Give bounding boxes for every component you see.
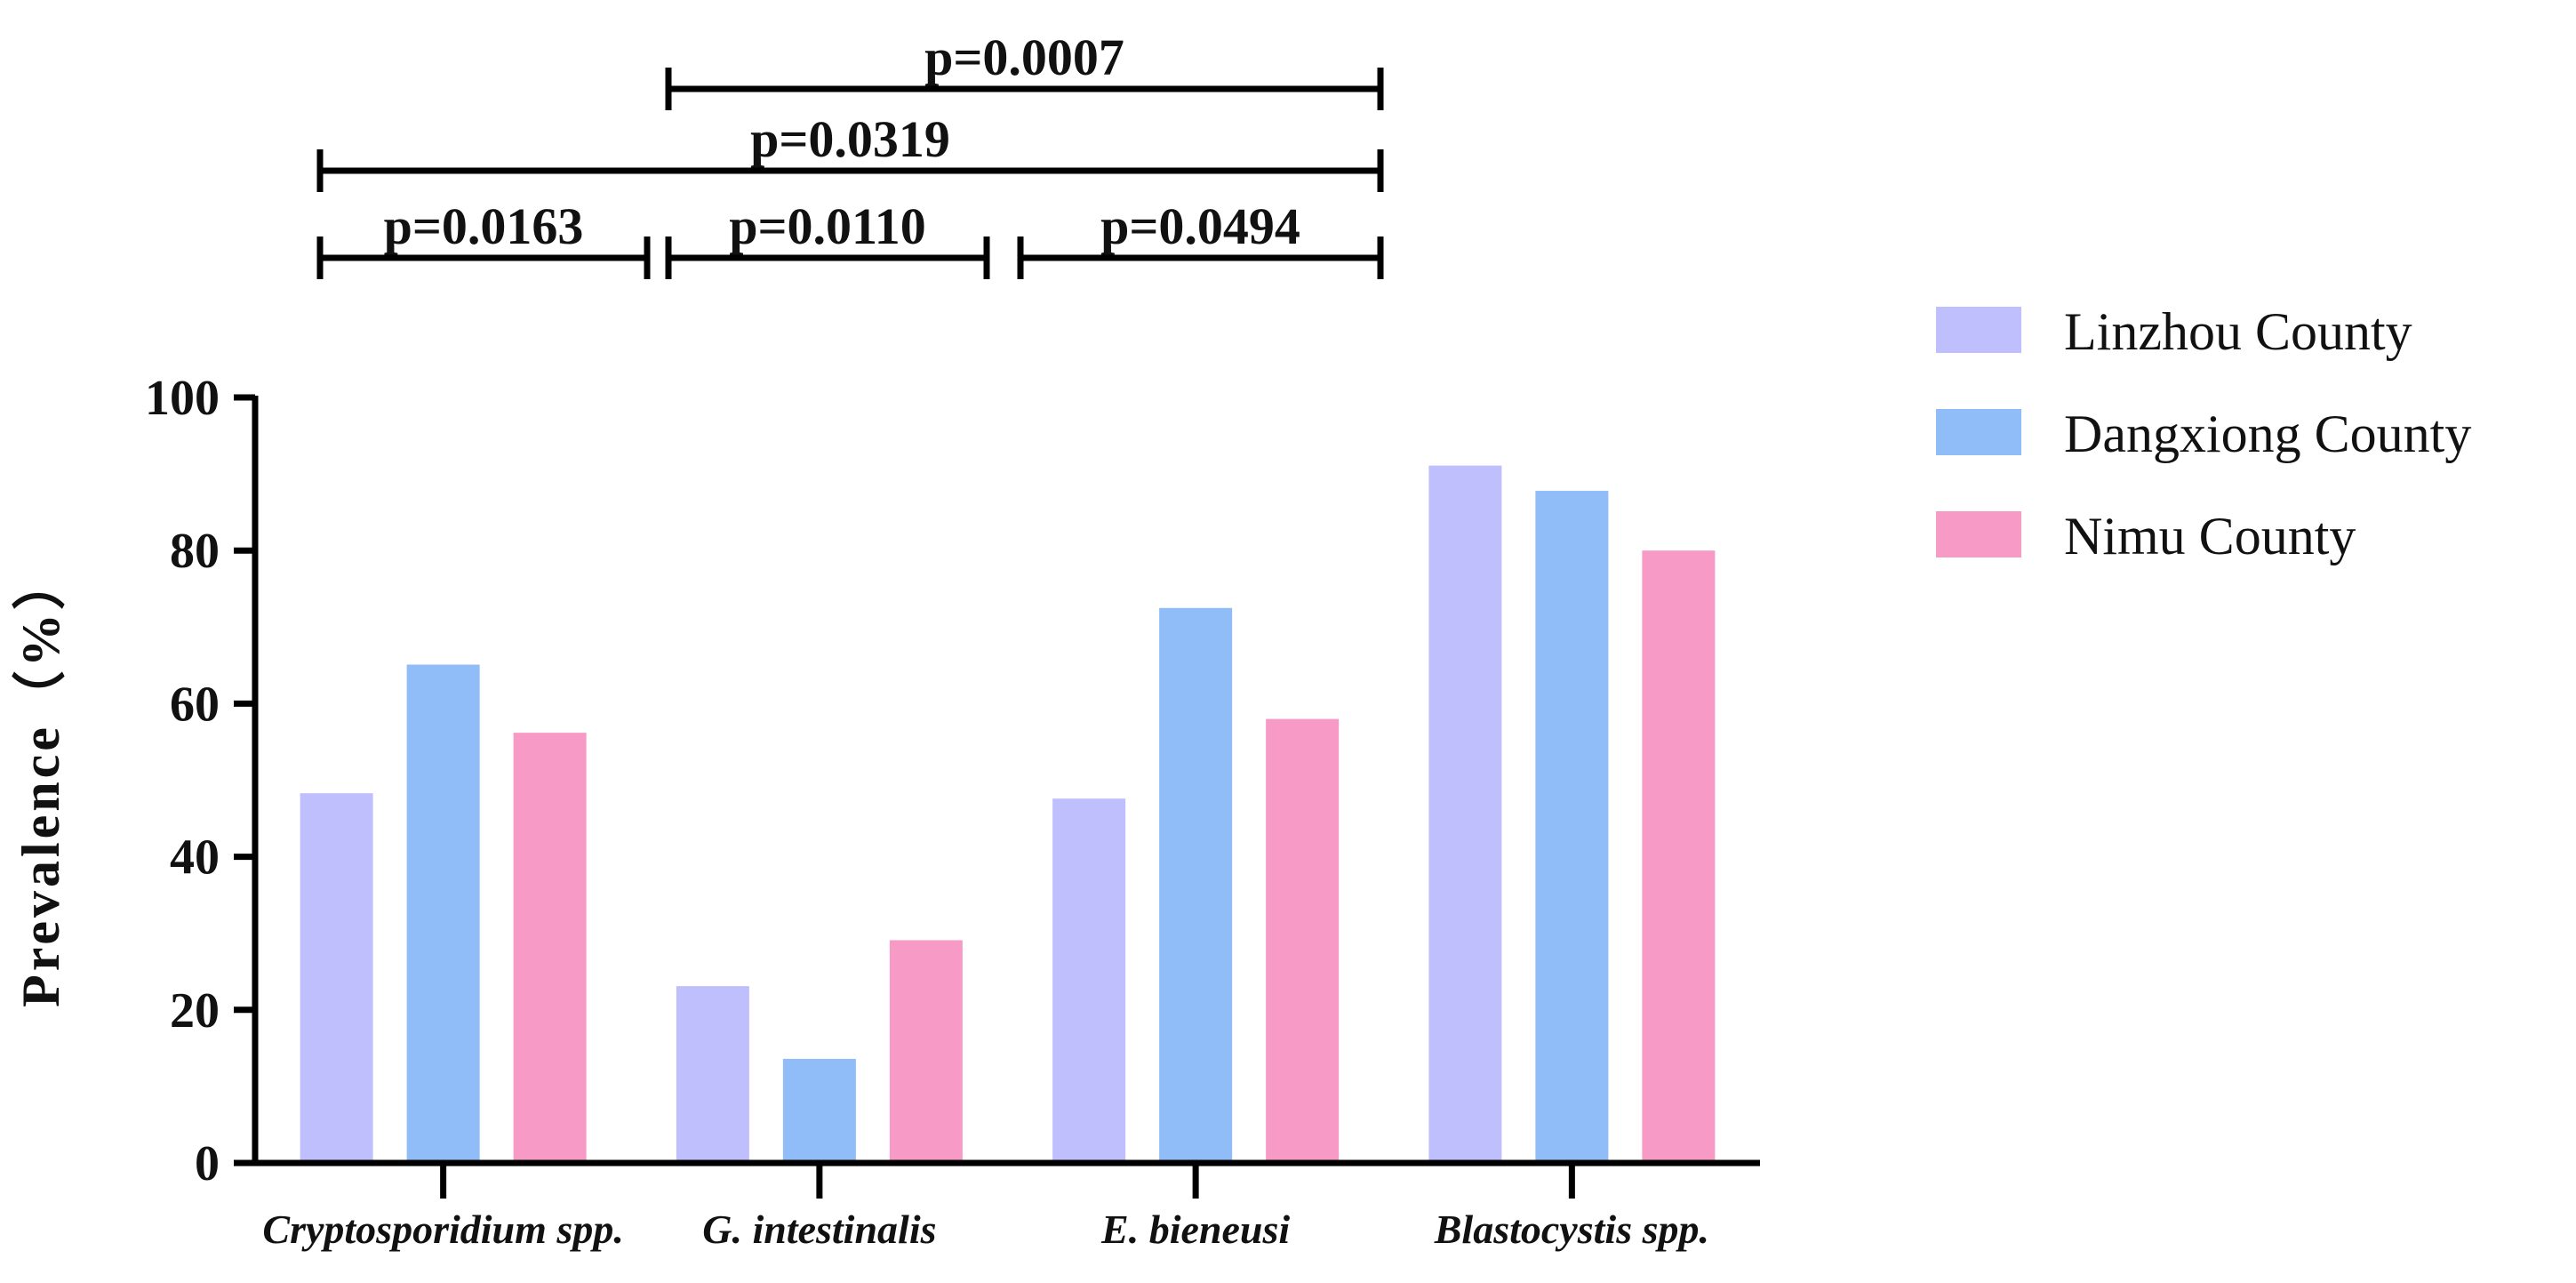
legend-swatch xyxy=(1936,307,2021,353)
y-tick-label: 100 xyxy=(145,371,220,426)
legend-label: Linzhou County xyxy=(2064,302,2412,361)
significance-label: p=0.0163 xyxy=(384,197,584,255)
legend-swatch xyxy=(1936,409,2021,455)
y-tick-label: 0 xyxy=(195,1136,220,1191)
bar xyxy=(1266,718,1340,1163)
significance-label: p=0.0494 xyxy=(1100,197,1300,255)
legend-item: Nimu County xyxy=(1936,507,2356,565)
bar xyxy=(1052,798,1126,1163)
axes: 0 20 40 60 80 100 Cryptosporidium spp. G. intes… xyxy=(11,371,1760,1252)
bar xyxy=(513,733,587,1163)
significance-brackets: p=0.0007 p=0.0319 p=0.0163 p=0.0110 p=0.0494 xyxy=(316,28,1384,279)
x-tick-label: Cryptosporidium spp. xyxy=(262,1207,623,1252)
x-tick-label: G. intestinalis xyxy=(702,1207,936,1252)
legend-item: Dangxiong County xyxy=(1936,405,2471,463)
bar xyxy=(1535,491,1609,1163)
bar xyxy=(889,940,963,1163)
bar xyxy=(1159,607,1233,1163)
significance-label: p=0.0007 xyxy=(924,28,1124,86)
x-tick-label: E. bieneusi xyxy=(1100,1207,1290,1252)
significance-label: p=0.0110 xyxy=(729,197,926,255)
legend-label: Nimu County xyxy=(2064,507,2356,565)
x-tick-label: Blastocystis spp. xyxy=(1434,1207,1709,1252)
bar xyxy=(782,1058,856,1163)
y-tick-label: 80 xyxy=(170,524,220,579)
bar xyxy=(1642,550,1716,1163)
bar xyxy=(406,664,480,1163)
bars xyxy=(300,465,1716,1163)
y-tick-label: 40 xyxy=(170,830,220,886)
bar xyxy=(1428,465,1502,1163)
legend-label: Dangxiong County xyxy=(2064,405,2471,463)
legend-item: Linzhou County xyxy=(1936,302,2412,361)
legend: Linzhou County Dangxiong County Nimu Count… xyxy=(1936,302,2471,565)
y-tick-label: 20 xyxy=(170,983,220,1038)
legend-swatch xyxy=(1936,511,2021,557)
y-axis-title: Prevalence（%） xyxy=(11,553,70,1007)
bar xyxy=(300,793,373,1163)
significance-label: p=0.0319 xyxy=(750,110,950,168)
y-tick-label: 60 xyxy=(170,677,220,732)
bar xyxy=(676,986,749,1163)
